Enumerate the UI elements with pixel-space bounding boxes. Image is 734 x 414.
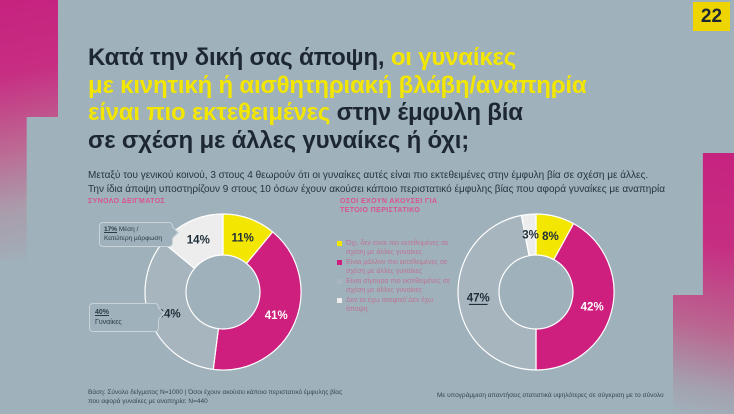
- page-number: 22: [700, 5, 723, 27]
- legend-label: Είναι σίγουρα πιο εκτεθειμένες σε σχέση …: [346, 278, 451, 294]
- donut-chart-total-sample: 11%41%34%14%: [144, 213, 302, 371]
- slice-value-label: 14%: [187, 235, 210, 247]
- donut-chart-heard-incident: 8% 42% 47% 3%: [457, 213, 615, 371]
- chart-title-total-sample: ΣΥΝΟΛΟ ΔΕΙΓΜΑΤΟΣ: [88, 198, 166, 205]
- callout-text: Μέση /: [117, 226, 139, 233]
- title-segment-highlight: είναι πιο εκτεθειμένες: [88, 99, 331, 126]
- title-segment-highlight: οι γυναίκες: [384, 44, 516, 71]
- donut-slice: [520, 213, 537, 257]
- callout-women: 40% Γυναίκες: [89, 303, 165, 332]
- page-number-badge: 22: [693, 2, 730, 31]
- callout-value: 17%: [104, 226, 118, 233]
- legend-label: Είναι μάλλον πιο εκτεθειμένες σε σχέση μ…: [346, 259, 448, 275]
- footer-underline-note: Με υπογράμμιση απαντήσεις στατιστικά υψη…: [437, 392, 664, 399]
- footer-base-note: Βάση: Σύνολο δείγματος Ν=1000 | Όσοι έχο…: [88, 389, 418, 406]
- donut-slice: [162, 213, 224, 270]
- footer-line: Βάση: Σύνολο δείγματος Ν=1000 | Όσοι έχο…: [88, 389, 343, 396]
- legend-item: Είναι σίγουρα πιο εκτεθειμένες σε σχέση …: [337, 277, 455, 295]
- legend-item: Όχι, δεν είναι πιο εκτεθειμένες σε σχέση…: [337, 239, 455, 257]
- title-segment: σε σχέση με άλλες γυναίκες ή όχι;: [88, 126, 470, 154]
- subtitle-line: Μεταξύ του γενικού κοινού, 3 στους 4 θεω…: [88, 170, 649, 181]
- slice-value-label: 8%: [542, 231, 559, 243]
- legend-item: Δεν το έχω σκεφτεί/ Δεν έχω άποψη: [337, 296, 455, 314]
- callout-education: 17% Μέση / Κατώτερη μόρφωση: [99, 222, 179, 247]
- title-segment: στην έμφυλη βία: [330, 99, 523, 126]
- subtitle-line: Την ίδια άποψη υποστηρίζουν 9 στους 10 ό…: [88, 183, 666, 195]
- slice-value-label: 11%: [231, 232, 253, 244]
- slice-value-label: 41%: [265, 310, 288, 322]
- legend-swatch-white: [337, 298, 342, 303]
- callout-text: Κατώτερη μόρφωση: [104, 234, 163, 242]
- legend-label: Δεν το έχω σκεφτεί/ Δεν έχω άποψη: [346, 297, 434, 313]
- legend-item: Είναι μάλλον πιο εκτεθειμένες σε σχέση μ…: [337, 258, 455, 276]
- chart-legend: Όχι, δεν είναι πιο εκτεθειμένες σε σχέση…: [337, 239, 455, 315]
- donut-slice: [144, 241, 219, 370]
- callout-value: 40%: [95, 309, 110, 316]
- title-segment: Κατά την δική σας άποψη,: [88, 44, 385, 71]
- slice-value-label: 42%: [581, 301, 604, 313]
- donut-slice: [212, 231, 302, 371]
- subtitle: Μεταξύ του γενικού κοινού, 3 στους 4 θεω…: [88, 169, 708, 196]
- footer-line: που αφορά γυναίκες με αναπηρία: Ν=440: [88, 397, 208, 405]
- chart-title-heard-incident: ΟΣΟΙ ΕΧΟΥΝ ΑΚΟΥΣΕΙ ΓΙΑ ΤΕΤΟΙΟ ΠΕΡΙΣΤΑΤΙΚ…: [340, 198, 438, 214]
- page-title: Κατά την δική σας άποψη, οι γυναίκες με …: [88, 44, 688, 154]
- title-segment-highlight: με κινητική ή αισθητηριακή βλάβη/αναπηρί…: [88, 71, 587, 99]
- legend-swatch-yellow: [337, 241, 342, 246]
- donut-slice: [457, 214, 537, 371]
- legend-label: Όχι, δεν είναι πιο εκτεθειμένες σε σχέση…: [346, 240, 449, 256]
- legend-swatch-magenta: [337, 260, 342, 265]
- slice-value-label: 3%: [522, 229, 539, 241]
- legend-swatch-gray: [337, 279, 342, 284]
- slice-value-label: 47%: [467, 292, 490, 304]
- donut-slice: [535, 223, 615, 371]
- left-accent-shape: [0, 0, 58, 260]
- callout-text: Γυναίκες: [95, 318, 122, 326]
